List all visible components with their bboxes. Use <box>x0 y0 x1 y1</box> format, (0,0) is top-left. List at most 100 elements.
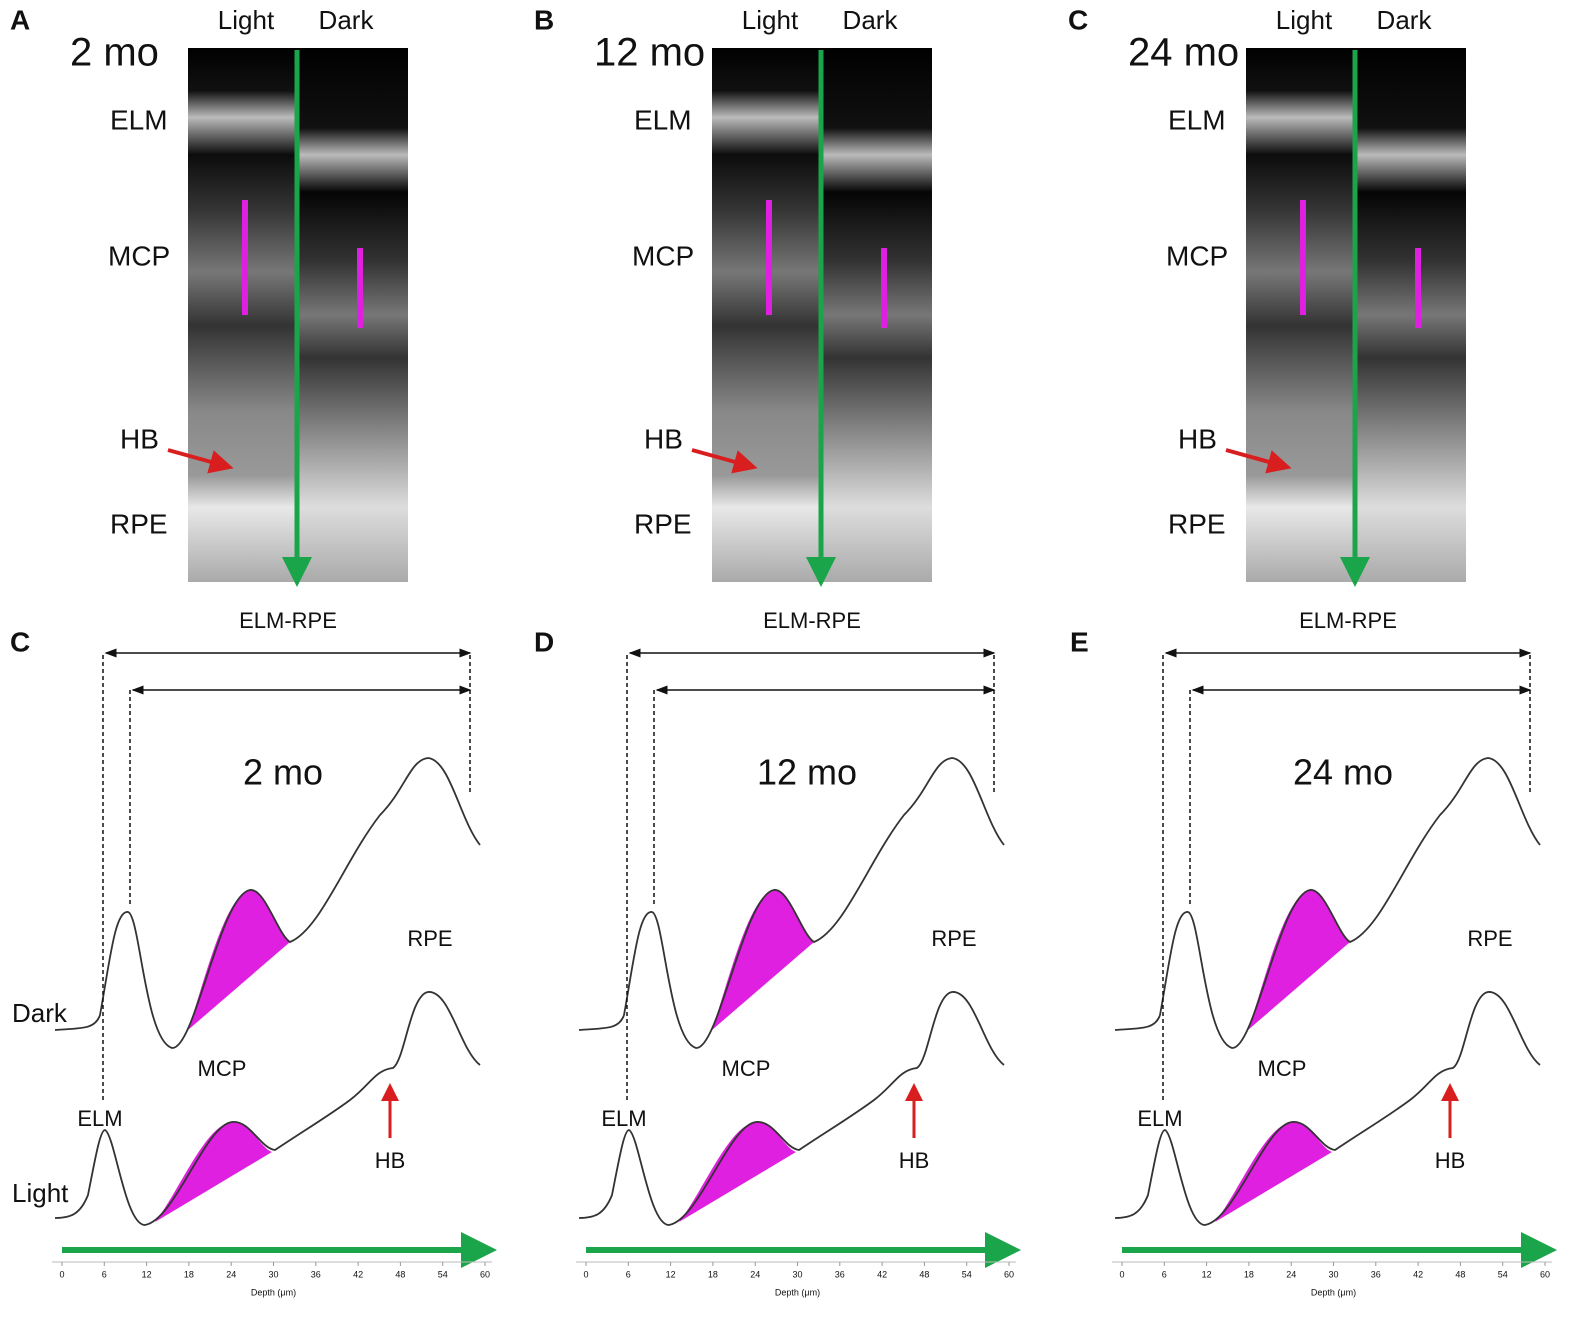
x-tick-label: 6 <box>102 1269 107 1279</box>
x-tick-label: 12 <box>1202 1269 1212 1279</box>
age-label: 2 mo <box>243 752 323 793</box>
light-label: Light <box>12 1178 69 1208</box>
dark-label: Dark <box>843 5 899 35</box>
span-label: ELM-RPE <box>239 608 337 633</box>
rpe-label: RPE <box>634 508 692 539</box>
x-tick-label: 18 <box>1244 1269 1254 1279</box>
mcp-area <box>155 1121 272 1222</box>
x-tick-label: 36 <box>311 1269 321 1279</box>
elm-label: ELM <box>1137 1106 1182 1131</box>
panel-letter: E <box>1070 626 1089 657</box>
x-tick-label: 48 <box>1455 1269 1465 1279</box>
x-tick-label: 36 <box>835 1269 845 1279</box>
light-profile <box>578 991 1005 1226</box>
light-profile <box>1114 991 1541 1226</box>
oct-image-dark <box>822 48 932 582</box>
oct-panel: B 12 mo Light Dark ELM MCP HB RPE <box>534 4 932 587</box>
dark-label: Dark <box>319 5 375 35</box>
x-axis-label: Depth (μm) <box>775 1287 820 1297</box>
hb-label: HB <box>1178 423 1217 454</box>
oct-image-dark <box>1356 48 1466 582</box>
mcp-label: MCP <box>632 240 694 271</box>
x-tick-label: 30 <box>792 1269 802 1279</box>
x-tick-label: 0 <box>583 1269 588 1279</box>
x-tick-label: 0 <box>1119 1269 1124 1279</box>
light-label: Light <box>1276 5 1333 35</box>
dark-profile <box>54 757 481 1049</box>
rpe-label: RPE <box>407 926 452 951</box>
hb-label: HB <box>1435 1148 1466 1173</box>
dark-profile <box>578 757 1005 1049</box>
x-tick-label: 12 <box>142 1269 152 1279</box>
x-tick-label: 30 <box>1328 1269 1338 1279</box>
mcp-area <box>1215 1121 1332 1222</box>
x-tick-label: 60 <box>1540 1269 1550 1279</box>
mcp-label: MCP <box>1258 1056 1307 1081</box>
x-tick-label: 42 <box>353 1269 363 1279</box>
light-profile <box>54 991 481 1226</box>
oct-panel: C 24 mo Light Dark ELM MCP HB RPE <box>1068 4 1466 587</box>
mcp-label: MCP <box>722 1056 771 1081</box>
x-tick-label: 60 <box>1004 1269 1014 1279</box>
hb-arrow <box>1225 448 1292 474</box>
x-axis-label: Depth (μm) <box>1311 1287 1356 1297</box>
hb-arrow <box>167 448 234 474</box>
age-label: 12 mo <box>594 31 705 75</box>
span-label: ELM-RPE <box>763 608 861 633</box>
age-label: 24 mo <box>1293 752 1393 793</box>
profile-panel: C ELM-RPE 2 mo RPE MCP ELM HB Dark Light 0 6 12 18 24… <box>10 608 497 1297</box>
hb-label: HB <box>375 1148 406 1173</box>
mcp-area <box>679 1121 796 1222</box>
x-tick-label: 36 <box>1371 1269 1381 1279</box>
x-tick-label: 6 <box>626 1269 631 1279</box>
mcp-area <box>712 889 814 1030</box>
x-tick-label: 48 <box>395 1269 405 1279</box>
x-tick-label: 60 <box>480 1269 490 1279</box>
x-axis-label: Depth (μm) <box>251 1287 296 1297</box>
x-tick-label: 12 <box>666 1269 676 1279</box>
light-label: Light <box>742 5 799 35</box>
x-tick-label: 42 <box>1413 1269 1423 1279</box>
dark-label: Dark <box>1377 5 1433 35</box>
panel-letter: B <box>534 4 554 35</box>
x-tick-label: 0 <box>59 1269 64 1279</box>
x-tick-label: 54 <box>438 1269 448 1279</box>
x-tick-label: 24 <box>226 1269 236 1279</box>
light-label: Light <box>218 5 275 35</box>
age-label: 24 mo <box>1128 31 1239 75</box>
x-tick-label: 30 <box>268 1269 278 1279</box>
hb-arrow <box>691 448 758 474</box>
mcp-area <box>188 889 290 1030</box>
panel-letter: D <box>534 626 554 657</box>
x-tick-label: 6 <box>1162 1269 1167 1279</box>
dark-profile <box>1114 757 1541 1049</box>
elm-label: ELM <box>110 104 168 135</box>
oct-image-dark <box>298 48 408 582</box>
x-tick-label: 18 <box>184 1269 194 1279</box>
elm-label: ELM <box>77 1106 122 1131</box>
hb-label: HB <box>899 1148 930 1173</box>
panel-letter: A <box>10 4 30 35</box>
rpe-label: RPE <box>110 508 168 539</box>
span-label: ELM-RPE <box>1299 608 1397 633</box>
mcp-label: MCP <box>198 1056 247 1081</box>
rpe-label: RPE <box>1168 508 1226 539</box>
age-label: 2 mo <box>70 31 159 75</box>
x-tick-label: 54 <box>962 1269 972 1279</box>
mcp-area <box>1248 889 1350 1030</box>
mcp-label: MCP <box>1166 240 1228 271</box>
x-tick-label: 18 <box>708 1269 718 1279</box>
profile-panel: D ELM-RPE 12 mo RPE MCP ELM HB 0 6 12 18 24 30 36 42 48… <box>534 608 1021 1297</box>
x-tick-label: 24 <box>750 1269 760 1279</box>
hb-label: HB <box>644 423 683 454</box>
elm-label: ELM <box>634 104 692 135</box>
age-label: 12 mo <box>757 752 857 793</box>
hb-label: HB <box>120 423 159 454</box>
rpe-label: RPE <box>931 926 976 951</box>
elm-label: ELM <box>601 1106 646 1131</box>
dark-label: Dark <box>12 998 68 1028</box>
elm-label: ELM <box>1168 104 1226 135</box>
x-tick-label: 48 <box>919 1269 929 1279</box>
x-tick-label: 42 <box>877 1269 887 1279</box>
